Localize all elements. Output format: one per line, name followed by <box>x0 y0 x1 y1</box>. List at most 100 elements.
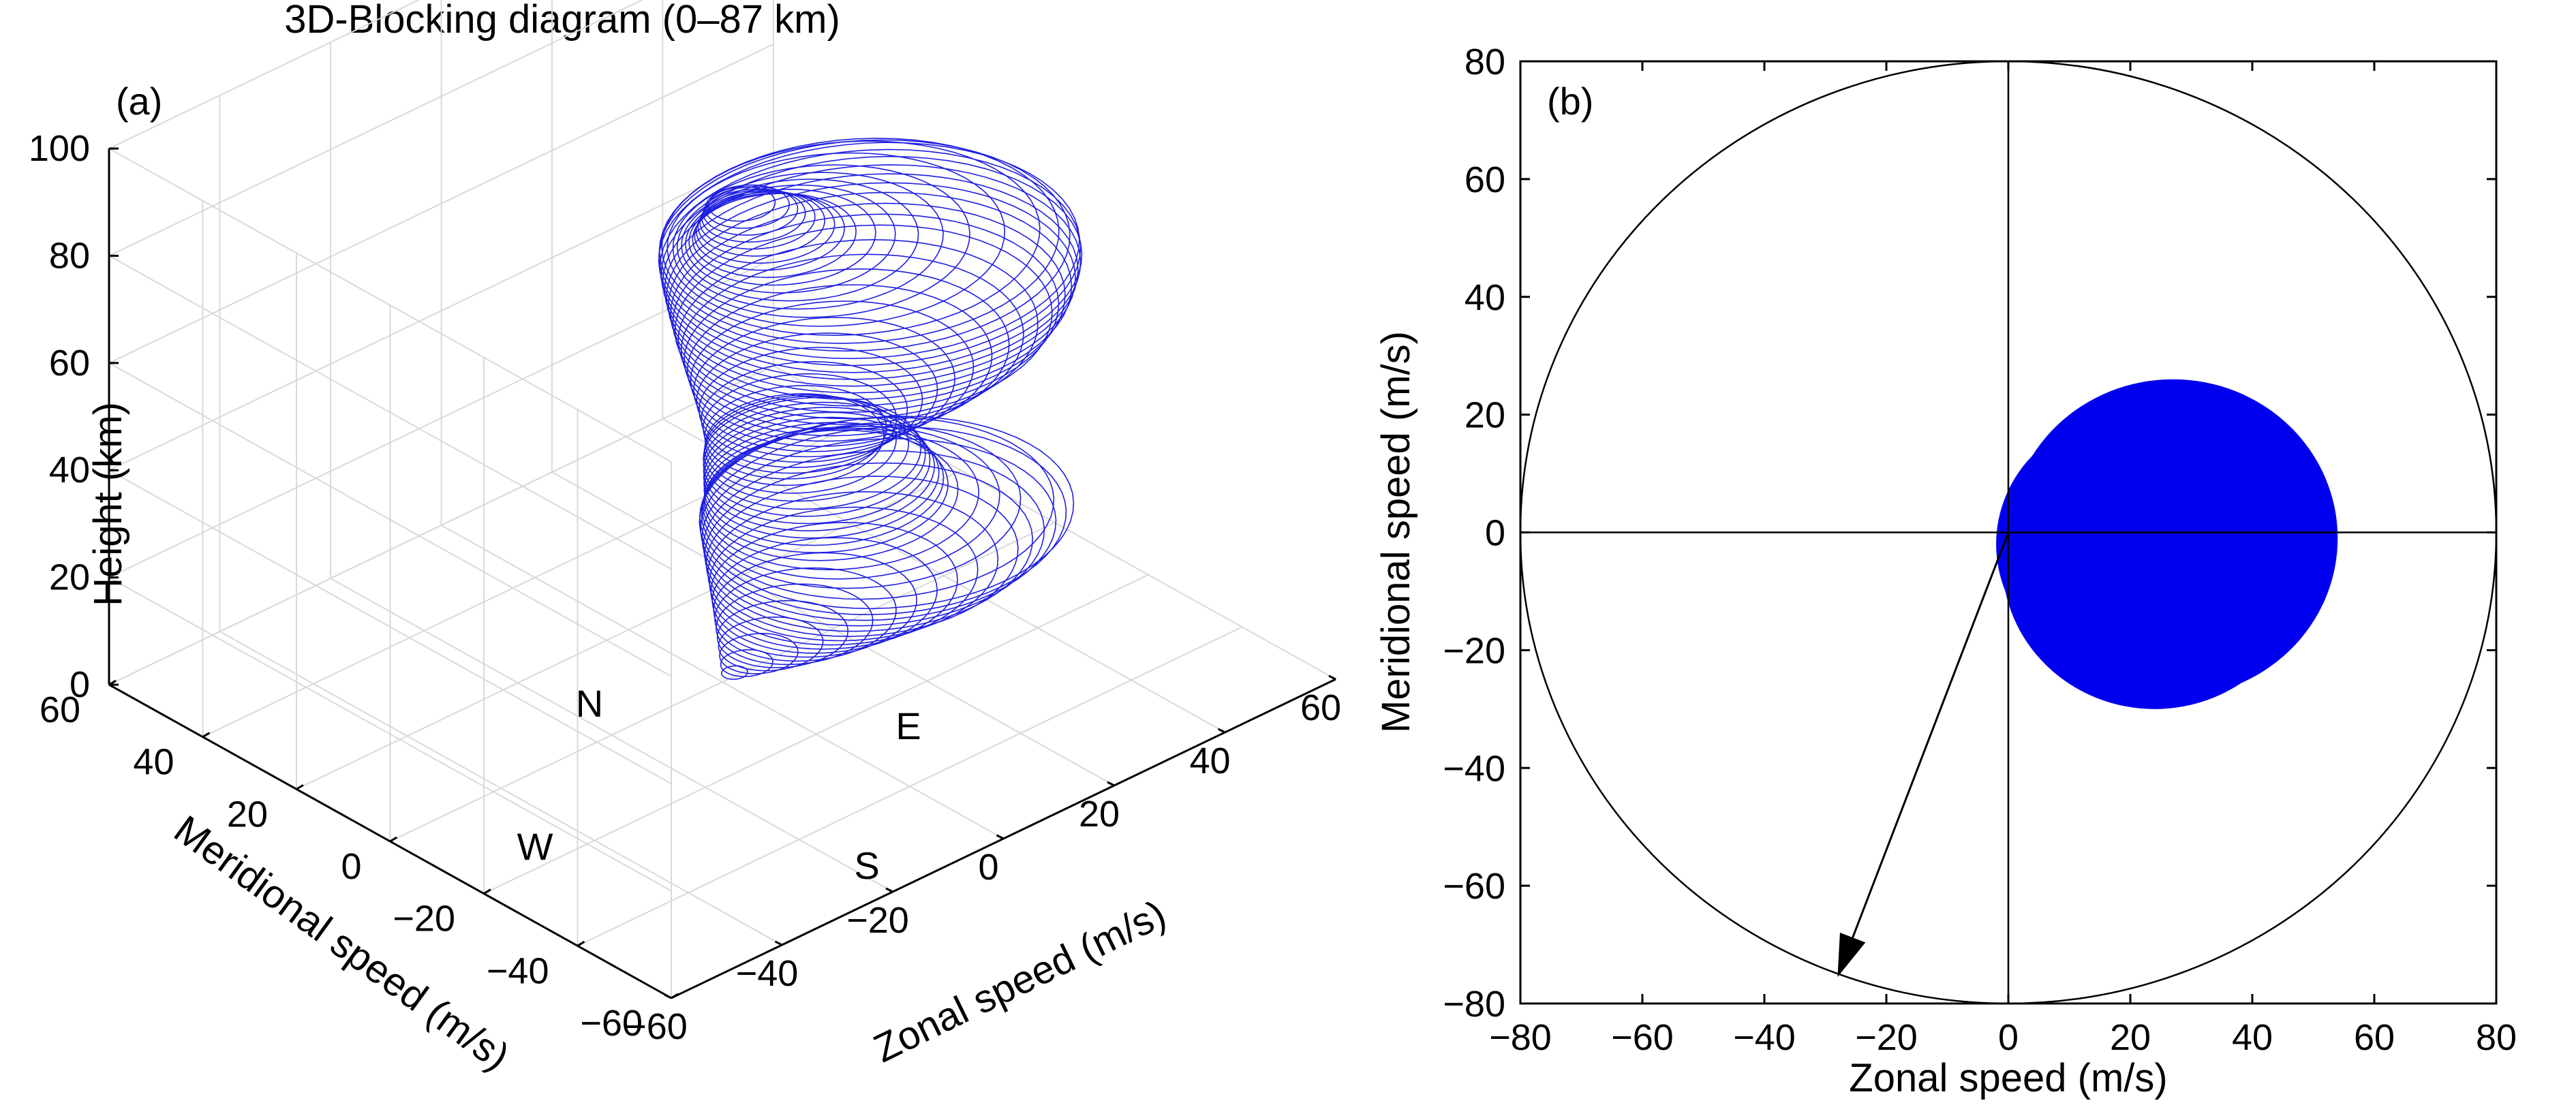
hodograph-circle <box>705 476 1019 638</box>
x-tick-label: 80 <box>2476 1017 2517 1058</box>
z-tick-label: 20 <box>49 557 90 598</box>
hodograph-circle <box>716 600 849 668</box>
x-tick-label: −20 <box>846 900 909 941</box>
panel-b-ticks: −80−80 −60 −60 −40 −40 −20 −20 0 0 20 20 40 40 60 60 80… <box>1443 42 2517 1058</box>
panel-b-label: (b) <box>1547 80 1593 123</box>
x-tick-label: 60 <box>2354 1017 2395 1058</box>
y-tick-label: 40 <box>1465 277 1505 318</box>
y-tick-label: 60 <box>1465 159 1505 200</box>
panel-b-reference-lines <box>1519 60 2498 1005</box>
hodograph-circle <box>694 192 846 271</box>
hodograph-circle <box>703 426 949 554</box>
y-tick-label: 60 <box>40 689 80 730</box>
y-tick-label: −60 <box>580 1003 643 1044</box>
hodograph-circle <box>703 429 959 561</box>
hodograph-circle <box>666 152 1006 327</box>
y-tick-label: 40 <box>133 742 174 783</box>
x-tick-label: 0 <box>978 847 998 888</box>
panel-b-2d-plot: −80−80 −60 −60 −40 −40 −20 −20 0 0 20 20 40 40 60 60 80… <box>1374 42 2517 1100</box>
hodograph-circle <box>658 142 1080 360</box>
hodograph-circle <box>701 188 806 243</box>
x-tick-label: 60 <box>1300 687 1341 728</box>
wall-right-gridline-h <box>108 43 774 364</box>
y-tick-label: −40 <box>1443 748 1505 789</box>
hodograph-circle <box>699 416 1055 600</box>
panel-b-y-axis-label: Meridional speed (m/s) <box>1374 331 1418 733</box>
hodograph-circle <box>658 138 1060 344</box>
filled-hodograph-circle <box>2008 485 2082 557</box>
hodograph-circle <box>693 317 955 452</box>
wall-left-gridline-h <box>108 469 672 785</box>
hodograph-circle <box>666 182 1076 394</box>
hodograph-circle <box>721 665 748 680</box>
hodograph-circle <box>686 284 993 442</box>
y-tick-mark <box>483 888 491 894</box>
hodograph-circle <box>709 506 979 646</box>
y-tick-label: −20 <box>1443 630 1505 671</box>
y-tick-label: −60 <box>1443 866 1505 907</box>
y-tick-label: 20 <box>227 794 268 835</box>
panel-b-filled-hodograph <box>1996 379 2338 709</box>
floor-gridline-x <box>551 471 1115 786</box>
hodograph-circle <box>703 396 922 510</box>
hodograph-circle <box>661 140 1041 337</box>
panel-a-tick-labels: −60−60−40−40−20−200020204040606002040608… <box>29 128 1341 1047</box>
y-tick-mark <box>202 732 211 738</box>
hodograph-circle <box>662 164 1082 380</box>
hodograph-circle <box>703 186 799 236</box>
hodograph-circle <box>699 189 816 250</box>
hodograph-circle <box>713 552 917 658</box>
hodograph-circle <box>680 253 1024 431</box>
panel-a-direction-e: E <box>895 704 921 747</box>
panel-a-3d-plot: 3D-Blocking diagram (0–87 km) (a) −60−60… <box>29 0 1341 1079</box>
panel-a-title: 3D-Blocking diagram (0–87 km) <box>284 0 840 42</box>
hodograph-circle <box>701 437 1057 621</box>
hodograph-circle <box>698 347 923 463</box>
hodograph-circle <box>677 238 1039 425</box>
hodograph-circle <box>664 173 1079 387</box>
z-tick-label: 40 <box>49 450 90 491</box>
y-tick-label: −80 <box>1443 984 1505 1025</box>
x-tick-label: −20 <box>1855 1017 1918 1058</box>
y-tick-label: −40 <box>487 950 549 991</box>
wall-left-gridline-h <box>108 148 672 463</box>
panel-a-axes <box>108 147 1336 999</box>
y-tick-mark <box>389 836 398 843</box>
hodograph-circle <box>703 395 910 502</box>
hodograph-circle <box>696 332 938 458</box>
hodograph-circle <box>707 491 999 642</box>
panel-a-direction-s: S <box>854 844 879 887</box>
wall-right-gridline-h <box>108 0 644 257</box>
y-tick-mark <box>296 784 304 790</box>
hodograph-circle <box>701 425 1000 580</box>
panel-a-hodograph-circles <box>658 138 1083 680</box>
panel-a-direction-n: N <box>576 682 603 725</box>
hodograph-circle <box>703 411 936 532</box>
panel-a-z-axis-label: Height (km) <box>86 402 130 606</box>
x-tick-label: 20 <box>1079 794 1120 835</box>
wall-left-gridline-h <box>108 362 672 677</box>
hodograph-circle <box>672 164 970 318</box>
x-tick-mark <box>774 940 783 946</box>
x-tick-mark <box>1217 728 1226 734</box>
hodograph-circle <box>716 583 874 666</box>
x-tick-mark <box>1328 674 1336 681</box>
x-tick-label: −60 <box>625 1006 688 1047</box>
hodograph-circle <box>667 191 1073 401</box>
y-tick-label: 20 <box>1465 395 1505 436</box>
hodograph-circle <box>714 567 897 662</box>
x-tick-label: 20 <box>2110 1017 2151 1058</box>
panel-a-direction-w: W <box>517 825 553 868</box>
hodograph-circle <box>692 193 857 279</box>
hodograph-circle <box>695 191 835 264</box>
hodograph-circle <box>702 427 980 571</box>
hodograph-circle <box>710 522 958 650</box>
z-tick-label: 0 <box>70 664 90 705</box>
wall-right-gridline-h <box>108 0 420 149</box>
hodograph-circle <box>718 616 824 672</box>
hodograph-circle <box>660 155 1083 373</box>
x-tick-label: −40 <box>1733 1017 1796 1058</box>
panel-a-gridlines <box>108 0 1336 999</box>
hodograph-circle <box>703 416 940 539</box>
